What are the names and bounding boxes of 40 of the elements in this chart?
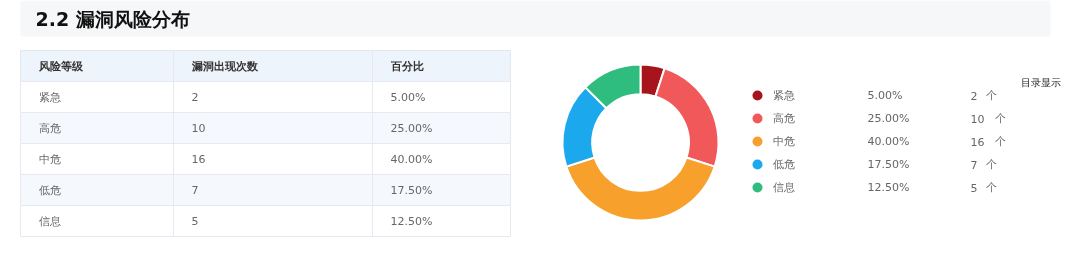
- text: 10: [970, 112, 985, 126]
- legend-label: 信息: [772, 181, 795, 194]
- category-label: 紧急: [38, 90, 61, 104]
- text: 个: [985, 158, 997, 171]
- text: 25.00%: [390, 121, 433, 135]
- text: 17.50%: [390, 183, 433, 197]
- text: 漏洞出现次数: [190, 59, 259, 73]
- text: 个: [994, 112, 1006, 125]
- text: 个: [985, 89, 997, 102]
- text: 12.50%: [390, 214, 433, 228]
- text: 2: [970, 89, 978, 103]
- data-label: 17.50%: [867, 158, 910, 171]
- text: 风险等级: [37, 59, 84, 73]
- legend-label: 紧急: [772, 89, 795, 102]
- text: 2: [191, 91, 199, 104]
- text: 7: [970, 158, 978, 172]
- text: 40.00%: [390, 152, 433, 166]
- legend-label: 中危: [772, 135, 795, 148]
- category-label: 中危: [38, 152, 61, 166]
- data-label: 40.00%: [867, 135, 910, 148]
- text: 目录显示: [1020, 77, 1061, 88]
- data-label: 25.00%: [867, 112, 910, 125]
- legend-label: 高危: [772, 112, 795, 125]
- text: 百分比: [389, 59, 424, 73]
- text: 16: [191, 153, 206, 166]
- text: 5: [191, 215, 199, 228]
- text: 7: [191, 184, 199, 197]
- text: 2.2 漏洞风险分布: [35, 7, 190, 30]
- text: 个: [994, 135, 1006, 148]
- text: 16: [970, 135, 985, 149]
- legend-label: 低危: [772, 158, 795, 171]
- text: 5: [970, 181, 978, 195]
- text: 个: [985, 181, 997, 194]
- category-label: 高危: [38, 121, 61, 135]
- data-label: 12.50%: [867, 181, 910, 194]
- category-label: 信息: [38, 214, 61, 228]
- text: 5.00%: [390, 90, 426, 104]
- text: 10: [191, 122, 206, 135]
- category-label: 低危: [38, 183, 61, 197]
- data-label: 5.00%: [867, 89, 903, 102]
